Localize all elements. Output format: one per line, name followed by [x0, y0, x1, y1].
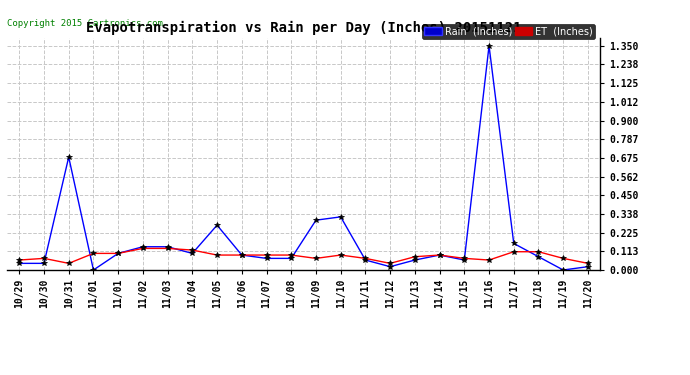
Title: Evapotranspiration vs Rain per Day (Inches) 20151121: Evapotranspiration vs Rain per Day (Inch… — [86, 21, 522, 35]
Legend: Rain  (Inches), ET  (Inches): Rain (Inches), ET (Inches) — [422, 24, 595, 39]
Text: Copyright 2015 Cartronics.com: Copyright 2015 Cartronics.com — [7, 19, 163, 28]
